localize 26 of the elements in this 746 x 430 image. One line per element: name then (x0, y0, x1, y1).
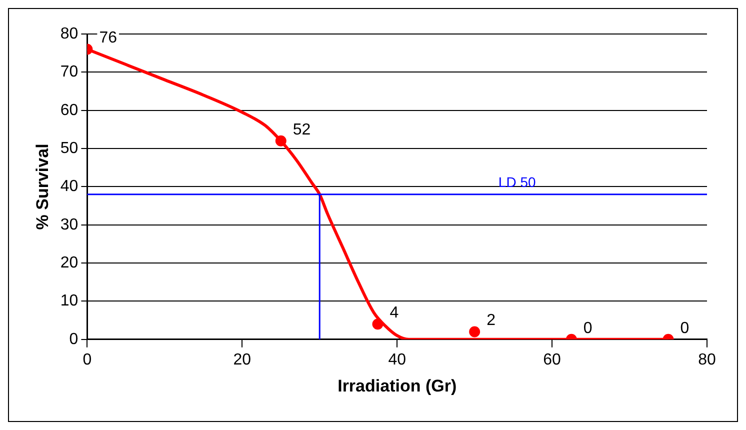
x-tick-label: 60 (543, 351, 562, 368)
y-tick-label: 80 (60, 25, 78, 42)
point (469, 326, 480, 338)
point (275, 135, 286, 146)
data-label: 4 (390, 304, 399, 322)
data-label: 0 (680, 320, 690, 337)
y-tick-label: 70 (60, 64, 78, 81)
y-tick-label: 40 (60, 178, 78, 196)
y-axis-title: % Survival (32, 144, 52, 230)
y-tick-label: 20 (60, 254, 78, 272)
data-label: 0 (583, 320, 592, 337)
data-label: 76 (99, 30, 118, 47)
y-tick-label: 30 (60, 216, 78, 234)
x-tick-label: 20 (233, 351, 252, 368)
ref-line-label: LD 50 (498, 174, 536, 190)
data-label: 52 (292, 121, 311, 138)
y-tick-label: 60 (60, 102, 78, 119)
x-tick-label: 80 (698, 351, 716, 368)
y-tick-label: 10 (60, 292, 78, 310)
y-tick-label: 50 (60, 140, 78, 157)
data-label: 2 (486, 312, 496, 330)
point (372, 318, 384, 330)
x-tick-label: 0 (82, 351, 92, 368)
y-tick-label: 0 (69, 330, 78, 348)
x-tick-label: 40 (388, 351, 406, 368)
x-axis-title: Irradiation (Gr) (338, 376, 457, 396)
